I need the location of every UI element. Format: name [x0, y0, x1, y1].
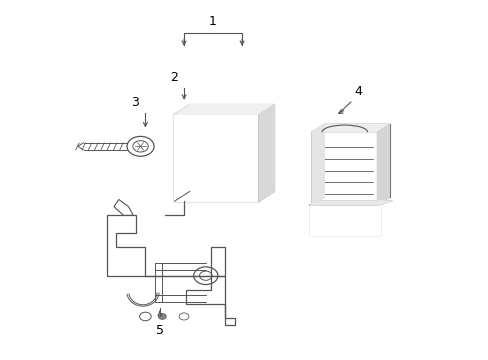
Polygon shape: [189, 104, 274, 192]
Bar: [355, 217, 366, 231]
Bar: [215, 121, 244, 131]
Bar: [316, 217, 327, 231]
Bar: [215, 150, 244, 161]
Circle shape: [158, 314, 166, 319]
Bar: [174, 114, 259, 201]
Text: 4: 4: [354, 85, 362, 99]
Polygon shape: [309, 201, 391, 205]
Polygon shape: [311, 124, 389, 132]
Bar: [215, 165, 244, 176]
Polygon shape: [174, 114, 259, 201]
Text: 1: 1: [209, 15, 217, 28]
Text: 2: 2: [170, 71, 178, 84]
Bar: [215, 180, 244, 191]
Polygon shape: [311, 132, 377, 205]
Bar: [215, 135, 244, 146]
Text: 3: 3: [131, 96, 139, 109]
Polygon shape: [377, 124, 389, 205]
Polygon shape: [309, 205, 379, 235]
Polygon shape: [324, 124, 389, 197]
Polygon shape: [259, 104, 274, 201]
Bar: [343, 217, 353, 231]
Bar: [237, 178, 254, 198]
Polygon shape: [311, 124, 324, 205]
Bar: [329, 217, 340, 231]
Polygon shape: [174, 104, 274, 114]
Text: 5: 5: [156, 324, 163, 337]
Bar: [309, 205, 379, 235]
Bar: [311, 132, 377, 205]
Bar: [314, 207, 374, 214]
